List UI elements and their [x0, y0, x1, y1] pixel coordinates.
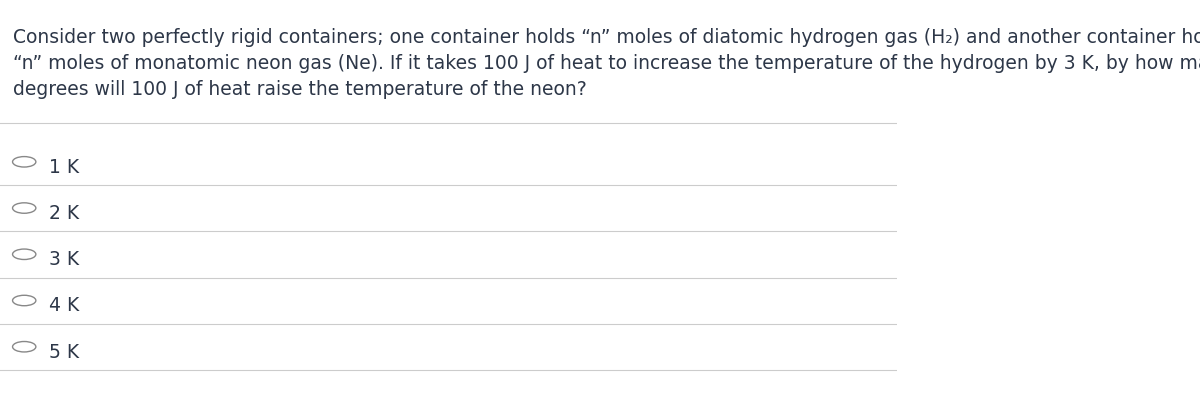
Text: 5 K: 5 K: [49, 342, 79, 360]
Text: Consider two perfectly rigid containers; one container holds “n” moles of diatom: Consider two perfectly rigid containers;…: [13, 28, 1200, 47]
Text: 3 K: 3 K: [49, 249, 79, 268]
Text: 2 K: 2 K: [49, 203, 79, 222]
Text: degrees will 100 J of heat raise the temperature of the neon?: degrees will 100 J of heat raise the tem…: [13, 80, 587, 99]
Text: 4 K: 4 K: [49, 296, 79, 314]
Text: “n” moles of monatomic neon gas (Ne). If it takes 100 J of heat to increase the : “n” moles of monatomic neon gas (Ne). If…: [13, 54, 1200, 73]
Text: 1 K: 1 K: [49, 157, 79, 176]
